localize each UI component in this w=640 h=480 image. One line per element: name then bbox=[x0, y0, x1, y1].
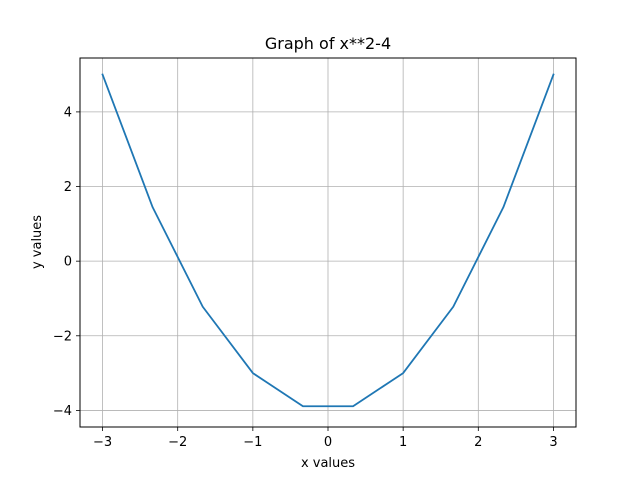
y-tick-label: −2 bbox=[53, 329, 72, 344]
y-tick-label: 0 bbox=[64, 255, 72, 270]
grid bbox=[80, 58, 576, 427]
x-tick-label: 3 bbox=[549, 435, 557, 450]
x-tick-label: 2 bbox=[474, 435, 482, 450]
y-axis-label: y values bbox=[30, 215, 45, 269]
x-tick-label: −2 bbox=[168, 435, 187, 450]
x-tick-label: −3 bbox=[93, 435, 112, 450]
y-tick-label: 2 bbox=[64, 180, 72, 195]
series-line bbox=[101, 73, 555, 408]
x-tick-label: 1 bbox=[399, 435, 407, 450]
x-axis-label: x values bbox=[301, 456, 355, 471]
series-layer bbox=[101, 73, 555, 408]
x-tick-label: −1 bbox=[243, 435, 262, 450]
y-axis: −4 −2 0 2 4 bbox=[53, 105, 80, 419]
x-tick-label: 0 bbox=[324, 435, 332, 450]
y-tick-label: 4 bbox=[64, 105, 72, 120]
x-axis: −3 −2 −1 0 1 2 3 bbox=[93, 427, 558, 450]
chart-title: Graph of x**2-4 bbox=[265, 34, 391, 53]
y-tick-label: −4 bbox=[53, 404, 72, 419]
